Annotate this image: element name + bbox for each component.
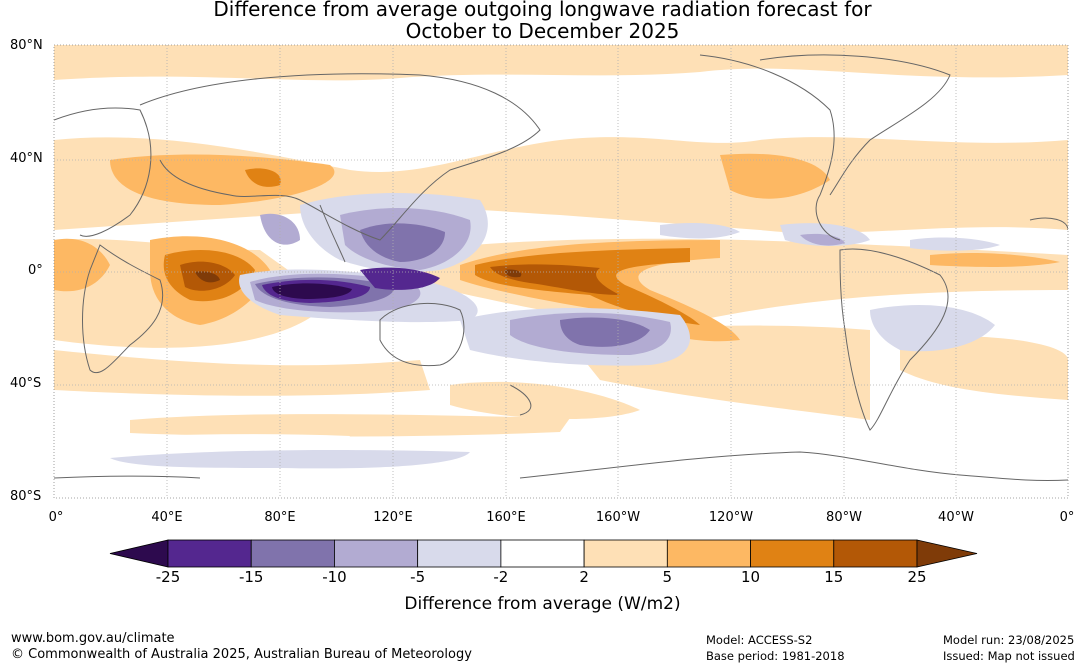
colorbar-tick-label: -5 [410, 568, 426, 586]
colorbar-tick-label: 10 [741, 568, 761, 586]
lon-label-120e: 120°E [373, 510, 413, 525]
coastlines [54, 54, 1068, 482]
footer-model: Model: ACCESS-S2 [706, 633, 813, 647]
map-title-line1: Difference from average outgoing longwav… [213, 0, 872, 21]
lon-label-0-right: 0° [1059, 510, 1075, 525]
footer-issued: Issued: Map not issued [943, 649, 1075, 663]
colorbar-segment [334, 539, 419, 568]
lon-label-120w: 120°W [708, 510, 754, 525]
lon-label-80w: 80°W [826, 510, 862, 525]
colorbar-segment [417, 539, 502, 568]
colorbar-tick-label: 25 [907, 568, 927, 586]
graticule [54, 45, 1068, 498]
anomaly-shading [54, 45, 1068, 498]
colorbar-tick-label: 5 [662, 568, 673, 586]
footer-model-run: Model run: 23/08/2025 [943, 633, 1075, 647]
colorbar-segment [250, 539, 335, 568]
colorbar-tick-label: 15 [824, 568, 844, 586]
lon-label-160e: 160°E [486, 510, 526, 525]
colorbar-segment [167, 539, 252, 568]
lon-label-40w: 40°W [938, 510, 974, 525]
footer-base-period: Base period: 1981-2018 [706, 649, 845, 663]
colorbar-extend-high [916, 539, 978, 568]
lat-label-40s: 40°S [10, 376, 42, 391]
colorbar-segment [500, 539, 585, 568]
colorbar-tick-label: -15 [238, 568, 264, 586]
colorbar [109, 539, 978, 568]
colorbar-segment [833, 539, 918, 568]
lat-label-40n: 40°N [10, 151, 43, 166]
colorbar-extend-low [109, 539, 169, 568]
map-frame [53, 44, 1069, 499]
colorbar-title: Difference from average (W/m2) [404, 594, 681, 614]
lon-label-160w: 160°W [595, 510, 641, 525]
map-title-line2: October to December 2025 [405, 19, 680, 43]
lat-label-80n: 80°N [10, 38, 43, 53]
footer-website: www.bom.gov.au/climate [11, 631, 175, 646]
lon-label-40e: 40°E [151, 510, 183, 525]
lat-label-equator: 0° [28, 263, 43, 278]
colorbar-segment [750, 539, 835, 568]
lon-label-0-left: 0° [48, 510, 64, 525]
lon-label-80e: 80°E [264, 510, 296, 525]
colorbar-tick-label: 2 [579, 568, 589, 586]
footer-copyright: © Commonwealth of Australia 2025, Austra… [11, 647, 472, 662]
lat-label-80s: 80°S [10, 489, 42, 504]
colorbar-tick-label: -2 [493, 568, 509, 586]
colorbar-tick-label: -25 [155, 568, 181, 586]
colorbar-tick-label: -10 [322, 568, 347, 586]
colorbar-segment [666, 539, 751, 568]
colorbar-segment [583, 539, 668, 568]
